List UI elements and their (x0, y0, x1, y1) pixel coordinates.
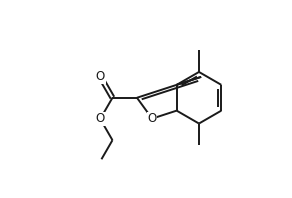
Text: O: O (95, 112, 105, 126)
Text: O: O (147, 112, 157, 125)
Text: O: O (95, 70, 105, 83)
